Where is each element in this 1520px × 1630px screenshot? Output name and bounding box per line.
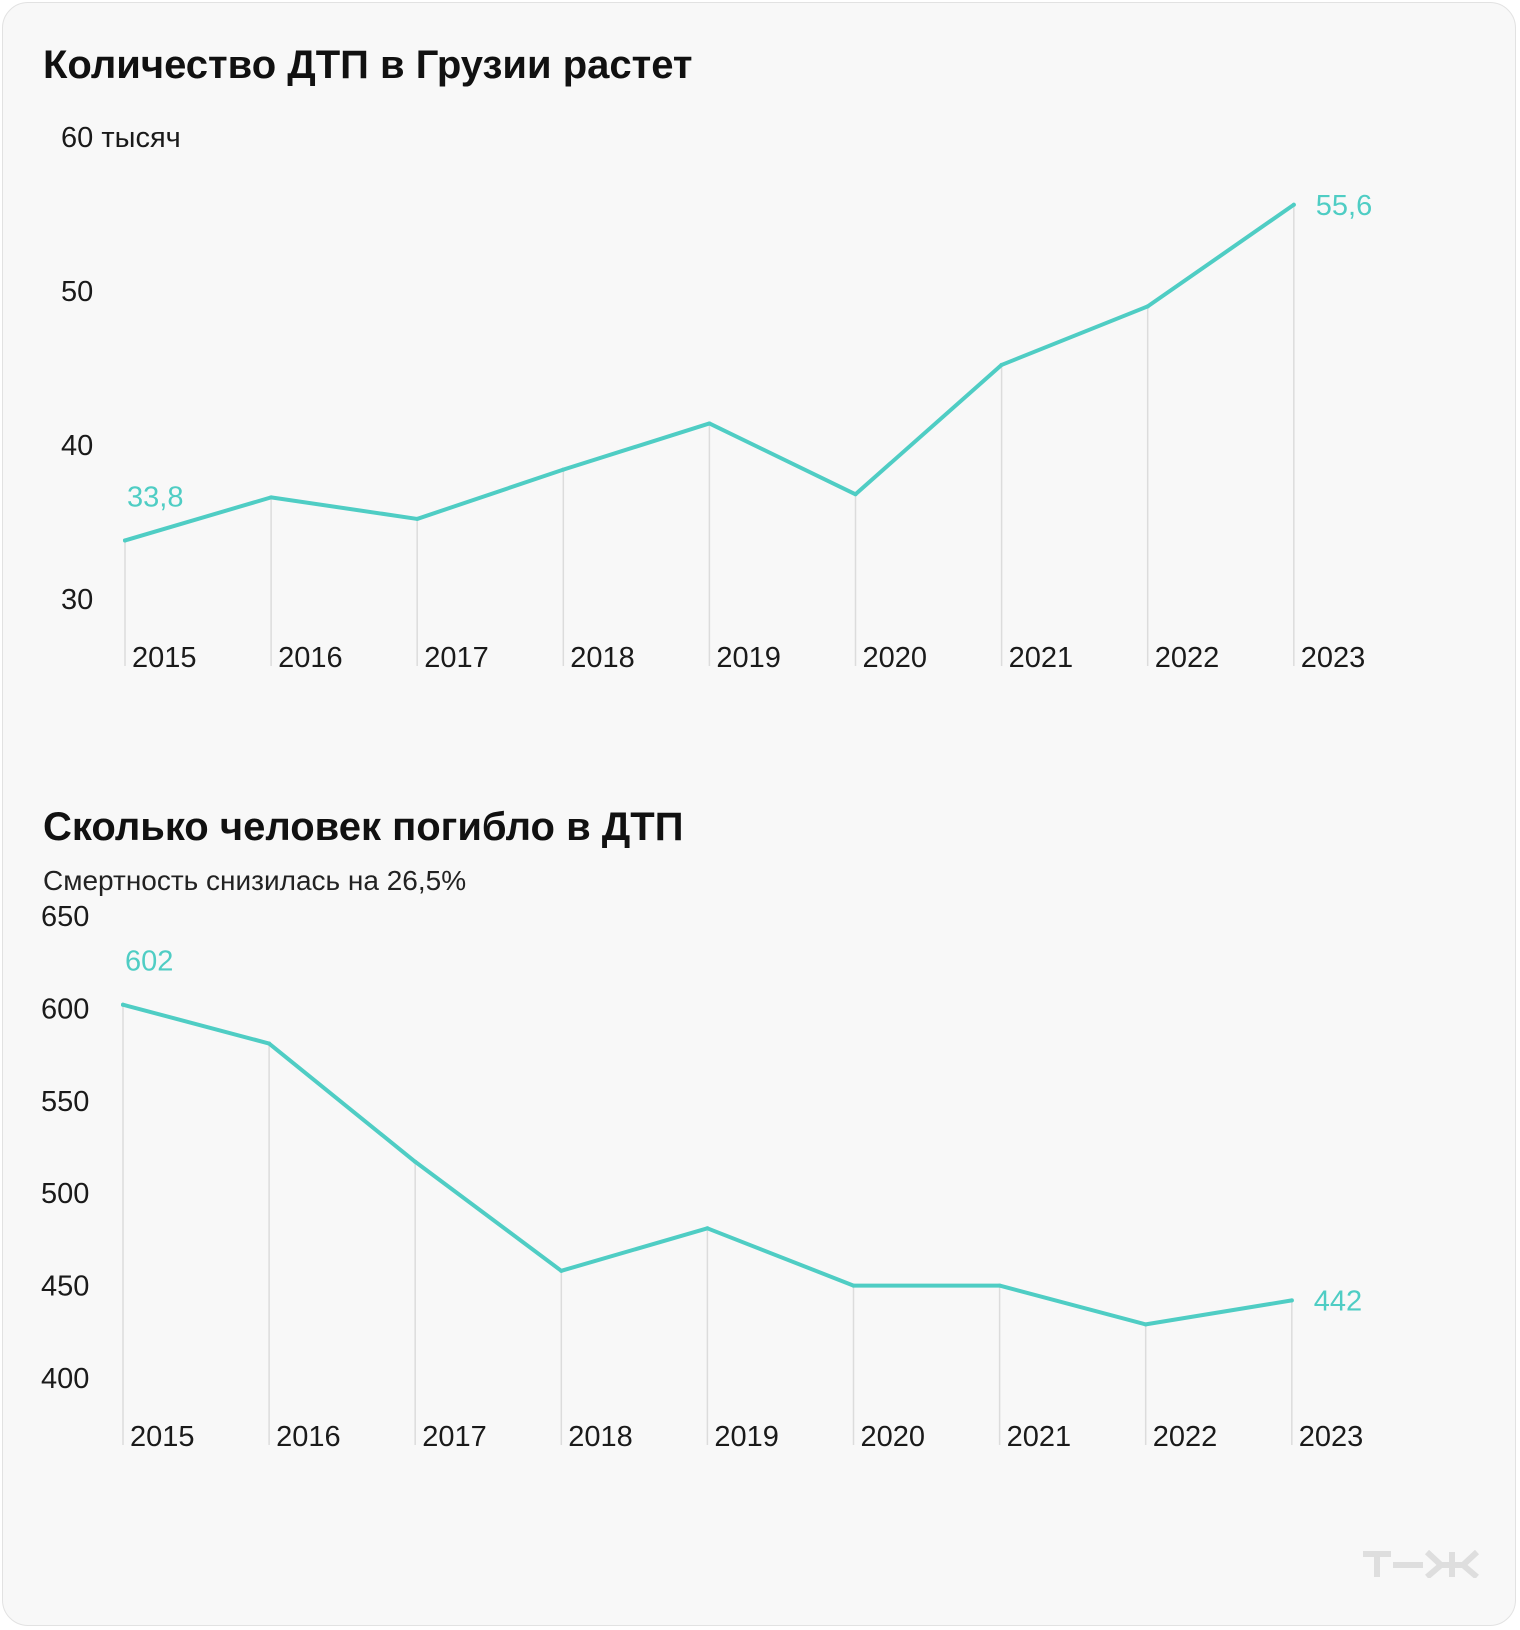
data-point-2015 [121, 1002, 125, 1007]
x-tick-2023: 2023 [1301, 642, 1366, 674]
x-tick-2019: 2019 [716, 642, 781, 674]
x-tick-2020: 2020 [863, 642, 928, 674]
chart-title-accidents: Количество ДТП в Грузии растет [43, 43, 693, 87]
x-tick-2015: 2015 [132, 642, 197, 674]
y-tick-40: 40 [61, 430, 93, 462]
y-tick-450: 450 [41, 1271, 89, 1303]
deaths-line-chart: 2015 2016 2017 2018 2019 2020 2021 2022 2023 400 4… [41, 901, 1364, 1453]
data-point-2022 [1145, 304, 1150, 309]
x-tick-2020: 2020 [861, 1421, 926, 1453]
data-label-2015: 33,8 [127, 481, 183, 513]
x-tick-2018: 2018 [570, 642, 635, 674]
x-tick-2021: 2021 [1007, 1421, 1072, 1453]
x-tick-2017: 2017 [422, 1421, 487, 1453]
chart-title-deaths: Сколько человек погибло в ДТП [43, 805, 684, 849]
x-tick-2019: 2019 [714, 1421, 779, 1453]
x-tick-2015: 2015 [130, 1421, 195, 1453]
x-tick-2022: 2022 [1153, 1421, 1218, 1453]
data-point-2016 [267, 1041, 272, 1046]
accidents-line-chart: 2015 2016 2017 2018 2019 2020 2021 2022 2023 30 40… [61, 122, 1372, 674]
y-tick-500: 500 [41, 1178, 89, 1210]
data-point-2018 [561, 467, 566, 472]
data-point-2015 [123, 538, 127, 543]
data-label-2015: 602 [125, 946, 173, 978]
x-tick-2016: 2016 [276, 1421, 341, 1453]
y-tick-600: 600 [41, 993, 89, 1025]
data-point-2022 [1143, 1322, 1148, 1327]
x-tick-2023: 2023 [1299, 1421, 1364, 1453]
data-point-2023 [1289, 1298, 1294, 1303]
y-tick-650: 650 [41, 901, 89, 933]
chart-subtitle-deaths: Смертность снизилась на 26,5% [43, 865, 467, 896]
x-tick-2016: 2016 [278, 642, 343, 674]
y-tick-30: 30 [61, 584, 93, 616]
data-point-2019 [705, 1226, 710, 1231]
data-point-2017 [415, 516, 420, 521]
data-point-2023 [1291, 202, 1296, 207]
data-point-2017 [413, 1159, 418, 1164]
x-tick-2017: 2017 [424, 642, 489, 674]
tzh-logo-icon [1363, 1550, 1480, 1578]
data-point-2020 [851, 1283, 856, 1288]
data-label-2023: 442 [1314, 1285, 1362, 1317]
x-tick-2018: 2018 [568, 1421, 633, 1453]
data-label-2023: 55,6 [1316, 190, 1372, 222]
data-point-2020 [853, 492, 858, 497]
y-tick-550: 550 [41, 1086, 89, 1118]
x-tick-2022: 2022 [1155, 642, 1220, 674]
data-point-2021 [999, 362, 1004, 367]
y-tick-400: 400 [41, 1363, 89, 1395]
data-point-2019 [707, 421, 712, 426]
y-axis-label: 60 тысяч [61, 122, 181, 154]
data-point-2018 [559, 1268, 564, 1273]
data-point-2021 [997, 1283, 1002, 1288]
data-point-2016 [269, 495, 274, 500]
x-tick-2021: 2021 [1009, 642, 1074, 674]
y-tick-50: 50 [61, 276, 93, 308]
